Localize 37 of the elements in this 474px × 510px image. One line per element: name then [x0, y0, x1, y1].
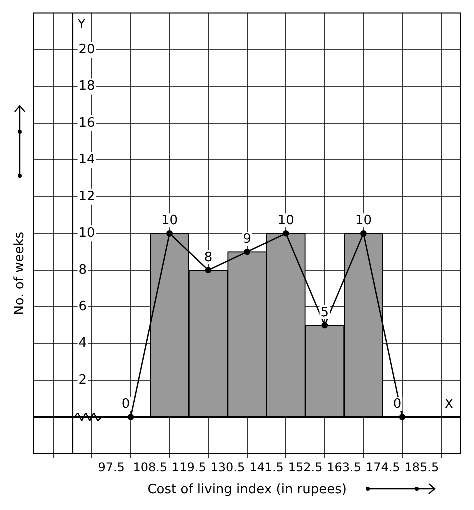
x-tick-label: 163.5	[327, 460, 362, 474]
data-label: 0	[393, 397, 402, 412]
y-axis-title: No. of weeks	[12, 232, 28, 316]
y-tick-label: 20	[78, 42, 96, 58]
y-tick-label: 8	[78, 262, 88, 278]
point	[322, 322, 328, 329]
data-label: 10	[278, 214, 294, 229]
data-label: 10	[161, 214, 178, 229]
data-label: 8	[204, 250, 213, 266]
x-tick-label: 119.5	[172, 460, 206, 474]
y-tick-label: 10	[78, 226, 96, 242]
data-label: 0	[122, 397, 130, 412]
y-tick-label: 2	[78, 372, 88, 388]
y-tick-label: 6	[78, 299, 88, 314]
y-tick-label: 4	[78, 336, 88, 352]
y-tick-label: 14	[78, 152, 96, 168]
data-label: 9	[243, 232, 252, 247]
data-label: 5	[320, 305, 330, 320]
point	[360, 230, 367, 237]
point	[205, 267, 212, 274]
x-tick-label: 141.5	[250, 460, 284, 474]
annotation: Y	[76, 18, 86, 33]
x-tick-label: 108.5	[133, 460, 168, 474]
x-tick-label: 97.5	[98, 460, 125, 474]
point	[244, 248, 250, 256]
x-axis-title: Cost of living index (in rupees)	[148, 482, 347, 498]
annotation: X	[444, 398, 454, 413]
point	[166, 230, 173, 237]
x-tick-label: 174.5	[366, 460, 400, 474]
y-tick-label: 18	[78, 79, 96, 94]
y-tick-label: 16	[78, 116, 96, 131]
x-tick-label: 185.5	[404, 460, 440, 474]
data-label: 10	[355, 214, 372, 229]
point	[282, 230, 290, 237]
x-tick-label: 130.5	[210, 460, 246, 474]
x-tick-label: 152.5	[288, 460, 323, 474]
y-tick-label: 12	[78, 189, 96, 204]
